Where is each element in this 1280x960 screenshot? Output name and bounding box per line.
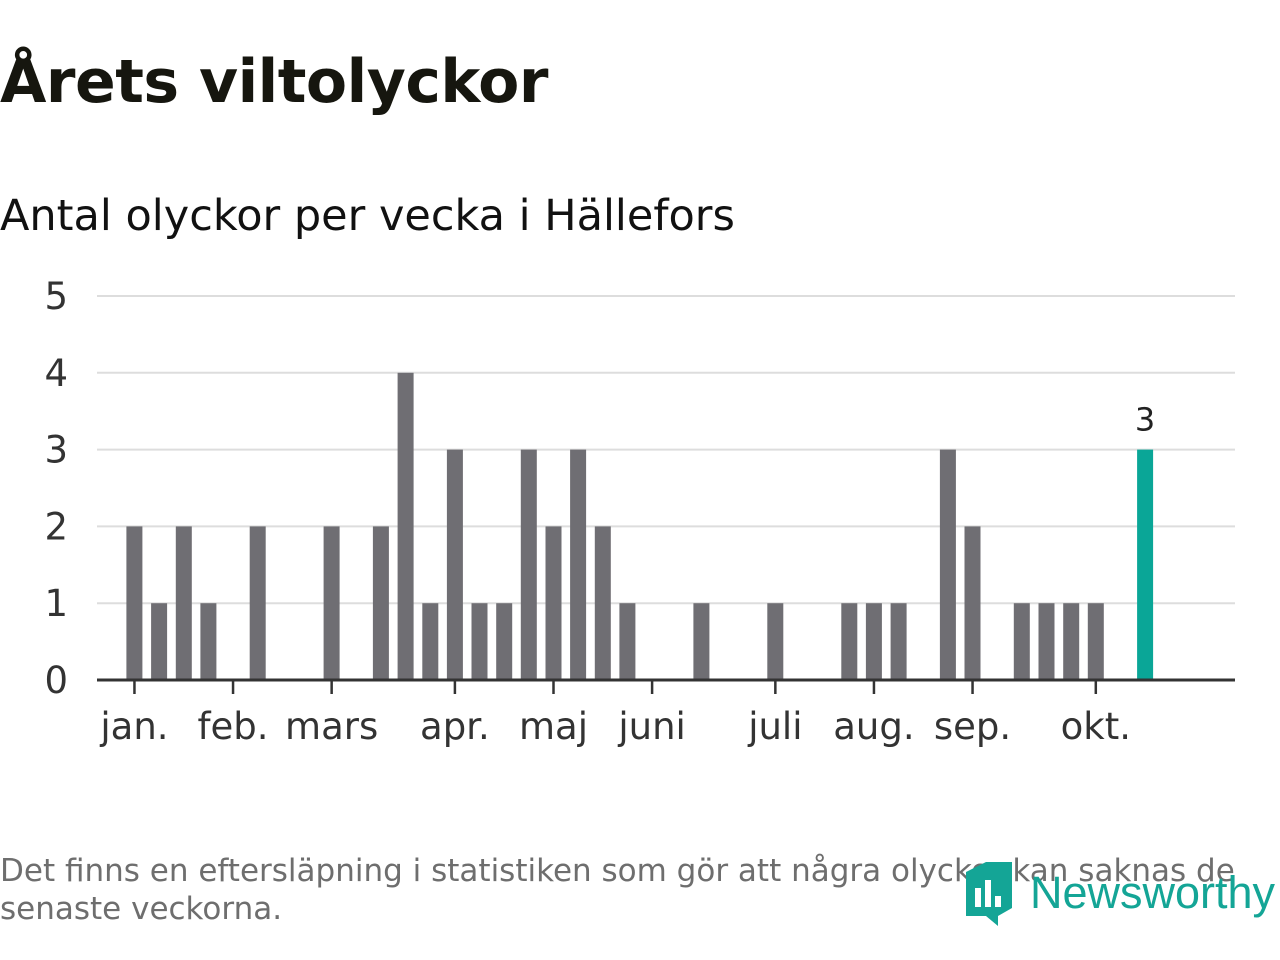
- y-tick-label: 3: [44, 429, 68, 472]
- bar: [841, 603, 858, 680]
- x-tick-label: maj: [519, 705, 588, 748]
- y-tick-label: 4: [44, 352, 68, 395]
- footnote: Det finns en eftersläpning i statistiken…: [0, 853, 1235, 927]
- bar: [446, 449, 463, 680]
- bar: [890, 603, 907, 680]
- annotations: 3: [1135, 401, 1155, 439]
- bar: [200, 603, 217, 680]
- bar: [767, 603, 784, 680]
- x-tick-label: okt.: [1061, 705, 1131, 748]
- x-tick-label: apr.: [420, 705, 490, 748]
- bars: [126, 372, 1154, 680]
- bar: [496, 603, 513, 680]
- x-tick-label: aug.: [833, 705, 914, 748]
- bar-highlight: [1137, 449, 1154, 680]
- bar-chart: 0 1 2 3 4 5 jan. feb. mars apr. maj juni juli aug. se…: [44, 275, 1235, 748]
- bar: [520, 449, 537, 680]
- grid-lines: [97, 295, 1235, 605]
- bar: [964, 526, 981, 680]
- bar: [1038, 603, 1055, 680]
- bar: [594, 526, 611, 680]
- bar: [126, 526, 143, 680]
- bar: [1013, 603, 1030, 680]
- brand-logo: Newsworthy: [962, 858, 1275, 928]
- brand-name: Newsworthy: [1030, 867, 1276, 918]
- chart-title: Årets viltolyckor: [0, 47, 549, 117]
- bar: [175, 526, 192, 680]
- y-tick-label: 1: [44, 582, 68, 625]
- x-tick-label: sep.: [934, 705, 1011, 748]
- bar: [1087, 603, 1104, 680]
- y-tick-label: 0: [44, 659, 68, 702]
- y-tick-label: 5: [44, 275, 68, 318]
- chart-subtitle: Antal olyckor per vecka i Hällefors: [0, 191, 735, 241]
- bar: [1063, 603, 1080, 680]
- bar: [619, 603, 636, 680]
- bar: [865, 603, 882, 680]
- bar: [422, 603, 439, 680]
- x-axis: jan. feb. mars apr. maj juni juli aug. sep. okt.: [97, 678, 1235, 748]
- bar: [471, 603, 488, 680]
- newsworthy-logo-icon: [966, 862, 1012, 926]
- x-tick-label: juni: [617, 705, 685, 748]
- bar: [545, 526, 562, 680]
- y-axis-labels: 0 1 2 3 4 5: [44, 275, 68, 702]
- x-tick-label: feb.: [198, 705, 269, 748]
- bar: [323, 526, 340, 680]
- data-label: 3: [1135, 401, 1155, 439]
- y-tick-label: 2: [44, 505, 68, 548]
- bar: [939, 449, 956, 680]
- bar: [397, 372, 414, 680]
- bar: [693, 603, 710, 680]
- bar: [151, 603, 168, 680]
- bar: [249, 526, 266, 680]
- bar: [570, 449, 587, 680]
- bar: [372, 526, 389, 680]
- x-tick-label: juli: [747, 705, 802, 748]
- x-tick-label: jan.: [99, 705, 168, 748]
- x-tick-label: mars: [285, 705, 378, 748]
